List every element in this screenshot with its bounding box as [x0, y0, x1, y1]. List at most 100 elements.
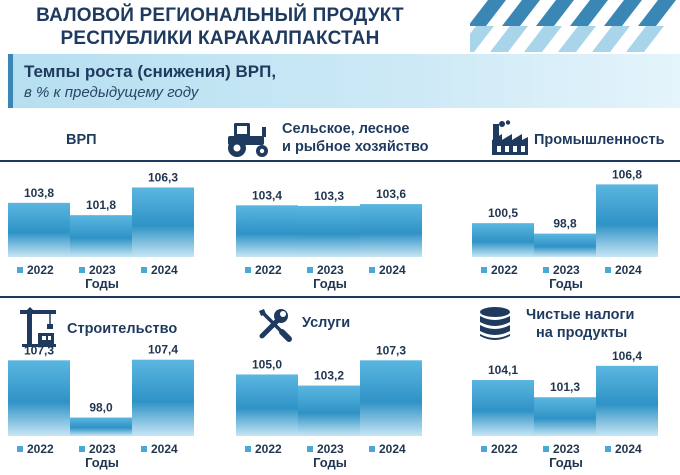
panel-title-taxes: Чистые налоги на продукты: [526, 306, 634, 342]
x-axis-title: Годы: [313, 455, 347, 470]
category-label-y2023: 2023: [553, 263, 580, 277]
chart-taxes: 104,1 2022 101,3 2023 106,4 2024 Годы: [472, 349, 658, 470]
panel-title-agri: Сельское, лесное и рыбное хозяйство: [282, 120, 429, 156]
bar-y2023: [534, 397, 596, 436]
chart-services: 105,0 2022 103,2 2023 107,3 2024 Годы: [236, 343, 422, 470]
bar-y2024: [360, 204, 422, 257]
panel-title-taxes-line2: на продукты: [536, 325, 628, 341]
bar-y2022: [8, 202, 70, 257]
legend-marker-y2023: [79, 267, 85, 273]
legend-marker-y2023: [543, 446, 549, 452]
category-label-y2024: 2024: [615, 263, 642, 277]
category-label-y2022: 2022: [27, 263, 54, 277]
subtitle-banner: [8, 54, 680, 108]
panel-title-construction: Строительство: [67, 321, 178, 337]
legend-marker-y2022: [481, 267, 487, 273]
x-axis-title: Годы: [549, 455, 583, 470]
bar-y2024: [596, 184, 658, 257]
data-label-y2022: 105,0: [252, 357, 282, 371]
bar-y2024: [360, 360, 422, 436]
coin-stack-icon: [480, 307, 510, 340]
legend-marker-y2023: [307, 446, 313, 452]
category-label-y2024: 2024: [615, 442, 642, 456]
category-label-y2023: 2023: [89, 442, 116, 456]
tractor-icon: [228, 123, 268, 157]
bar-y2023: [298, 205, 360, 257]
data-label-y2024: 107,3: [376, 343, 406, 357]
data-label-y2023: 103,3: [314, 189, 344, 203]
legend-marker-y2024: [369, 267, 375, 273]
legend-marker-y2023: [307, 267, 313, 273]
x-axis-title: Годы: [85, 276, 119, 291]
bar-y2023: [298, 385, 360, 436]
category-label-y2024: 2024: [379, 263, 406, 277]
panel-title-services: Услуги: [302, 315, 351, 331]
chart-grp: 103,8 2022 101,8 2023 106,3 2024 Годы: [8, 170, 194, 291]
panel-title-agri-line1: Сельское, лесное: [282, 121, 410, 137]
data-label-y2022: 107,3: [24, 343, 54, 357]
subtitle-accent: [8, 54, 13, 108]
panel-title-taxes-line1: Чистые налоги: [526, 307, 635, 323]
category-label-y2023: 2023: [89, 263, 116, 277]
chart-industry: 100,5 2022 98,8 2023 106,8 2024 Годы: [472, 167, 658, 291]
legend-marker-y2024: [141, 267, 147, 273]
legend-marker-y2023: [543, 267, 549, 273]
crane-icon: [20, 307, 56, 347]
bar-y2023: [70, 417, 132, 436]
data-label-y2023: 98,0: [89, 401, 113, 415]
divider-top: [0, 160, 680, 162]
chart-subtitle: Темпы роста (снижения) ВРП,: [24, 62, 277, 81]
bar-y2024: [596, 365, 658, 436]
chart-construction: 107,3 2022 98,0 2023 107,4 2024 Годы: [8, 343, 194, 470]
legend-marker-y2022: [17, 446, 23, 452]
legend-marker-y2024: [141, 446, 147, 452]
page-title-line1: ВАЛОВОЙ РЕГИОНАЛЬНЫЙ ПРОДУКТ: [36, 5, 404, 26]
data-label-y2023: 101,3: [550, 380, 580, 394]
data-label-y2023: 101,8: [86, 198, 116, 212]
x-axis-title: Годы: [549, 276, 583, 291]
category-label-y2022: 2022: [27, 442, 54, 456]
x-axis-title: Годы: [85, 455, 119, 470]
legend-marker-y2022: [245, 267, 251, 273]
data-label-y2024: 106,8: [612, 167, 642, 181]
chart-unit: в % к предыдущему году: [24, 84, 199, 101]
category-label-y2023: 2023: [317, 442, 344, 456]
bar-y2024: [132, 187, 194, 257]
category-label-y2022: 2022: [491, 442, 518, 456]
bar-y2024: [132, 359, 194, 436]
legend-marker-y2023: [79, 446, 85, 452]
data-label-y2024: 106,4: [612, 349, 642, 363]
data-label-y2022: 100,5: [488, 206, 518, 220]
data-label-y2022: 104,1: [488, 363, 518, 377]
legend-marker-y2022: [17, 267, 23, 273]
category-label-y2023: 2023: [553, 442, 580, 456]
bar-y2022: [8, 360, 70, 436]
panel-title-grp: ВРП: [66, 132, 97, 148]
factory-icon: [492, 120, 528, 155]
divider-middle: [0, 296, 680, 298]
category-label-y2024: 2024: [151, 263, 178, 277]
category-label-y2024: 2024: [379, 442, 406, 456]
bar-y2022: [236, 374, 298, 436]
panel-title-agri-line2: и рыбное хозяйство: [282, 139, 429, 155]
legend-marker-y2022: [481, 446, 487, 452]
category-label-y2022: 2022: [255, 263, 282, 277]
data-label-y2023: 98,8: [553, 217, 577, 231]
bar-y2022: [472, 380, 534, 436]
legend-marker-y2024: [605, 267, 611, 273]
x-axis-title: Годы: [313, 276, 347, 291]
category-label-y2023: 2023: [317, 263, 344, 277]
category-label-y2022: 2022: [255, 442, 282, 456]
data-label-y2024: 103,6: [376, 187, 406, 201]
data-label-y2022: 103,8: [24, 186, 54, 200]
chart-agri: 103,4 2022 103,3 2023 103,6 2024 Годы: [236, 187, 422, 291]
data-label-y2022: 103,4: [252, 188, 282, 202]
legend-marker-y2024: [605, 446, 611, 452]
page-title-line2: РЕСПУБЛИКИ КАРАКАЛПАКСТАН: [60, 28, 380, 49]
category-label-y2022: 2022: [491, 263, 518, 277]
legend-marker-y2022: [245, 446, 251, 452]
bar-y2023: [70, 215, 132, 257]
data-label-y2023: 103,2: [314, 369, 344, 383]
page-title: ВАЛОВОЙ РЕГИОНАЛЬНЫЙ ПРОДУКТ РЕСПУБЛИКИ …: [0, 4, 440, 50]
tools-icon: [259, 309, 292, 342]
